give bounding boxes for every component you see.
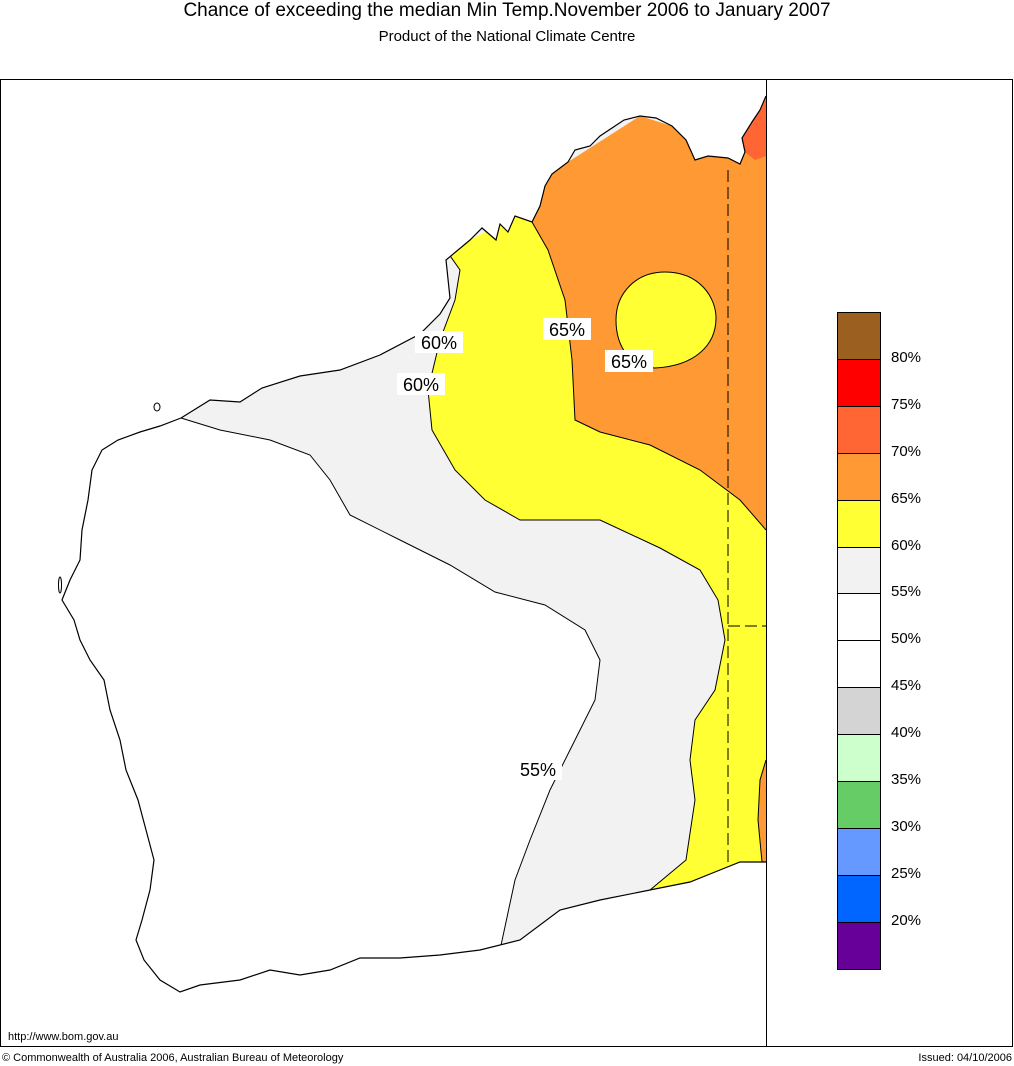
issued-date: Issued: 04/10/2006: [918, 1052, 1012, 1064]
legend-swatch: [837, 358, 881, 407]
source-url: http://www.bom.gov.au: [8, 1031, 119, 1043]
map-frame: [0, 79, 1013, 1047]
legend-swatch: [837, 640, 881, 689]
legend-label: 25%: [891, 864, 922, 882]
legend-swatch: [837, 499, 881, 548]
forecast-map: 60% 60% 65% 65% 55%: [58, 95, 766, 993]
band-70-75: [742, 96, 766, 160]
legend-label: 35%: [891, 771, 922, 788]
legend-swatch: [837, 452, 881, 501]
legend-swatch: [837, 312, 881, 360]
contour-label: 55%: [520, 760, 556, 780]
legend-swatch: [837, 827, 881, 876]
legend-label: 75%: [891, 395, 922, 413]
legend-swatch: [837, 405, 881, 454]
panel-divider: [766, 79, 767, 1047]
island: [58, 576, 62, 594]
band-50-55: [62, 418, 600, 992]
state-border: [727, 170, 766, 862]
legend-swatch: [837, 593, 881, 642]
island: [153, 402, 161, 412]
copyright: © Commonwealth of Australia 2006, Austra…: [2, 1052, 344, 1064]
coastline: [61, 95, 766, 993]
legend-label: 50%: [891, 630, 922, 648]
band-60-65: [428, 216, 766, 890]
legend-label: 45%: [891, 677, 922, 695]
legend-label: 20%: [891, 911, 922, 929]
legend-swatch: [837, 921, 881, 970]
contour-label: 65%: [611, 352, 647, 372]
legend-label: 70%: [891, 442, 922, 460]
legend-label: 40%: [891, 724, 922, 742]
legend-label: 65%: [891, 489, 922, 507]
legend-label: 55%: [891, 583, 922, 601]
map-subtitle: Product of the National Climate Centre: [378, 28, 636, 45]
contour-label: 65%: [549, 320, 585, 340]
legend-label: 30%: [891, 817, 922, 835]
map-title: Chance of exceeding the median Min Temp.…: [183, 0, 831, 21]
contour-label-group: 60% 60% 65% 65% 55%: [397, 318, 653, 780]
legend-swatch: [837, 546, 881, 595]
band-60-65-pocket: [616, 272, 716, 368]
legend-swatch: [837, 687, 881, 736]
legend-label: 60%: [891, 536, 922, 554]
legend-swatch: [837, 734, 881, 782]
legend-label: 80%: [891, 348, 922, 366]
contour-label: 60%: [403, 375, 439, 395]
legend-swatch: [837, 781, 881, 829]
contour-label: 60%: [421, 333, 457, 353]
legend-swatch: [837, 874, 881, 923]
